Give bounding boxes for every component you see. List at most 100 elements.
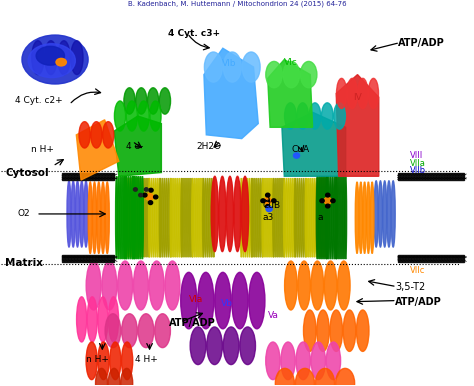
Ellipse shape	[181, 178, 182, 257]
Ellipse shape	[242, 52, 260, 82]
Ellipse shape	[121, 368, 133, 386]
Ellipse shape	[198, 272, 214, 329]
Ellipse shape	[264, 178, 266, 257]
Ellipse shape	[131, 178, 133, 257]
Ellipse shape	[248, 178, 250, 257]
Ellipse shape	[283, 61, 300, 88]
Ellipse shape	[275, 368, 294, 386]
Ellipse shape	[318, 178, 320, 257]
Ellipse shape	[133, 178, 135, 257]
Ellipse shape	[138, 176, 140, 259]
Ellipse shape	[77, 297, 87, 342]
Ellipse shape	[313, 178, 315, 257]
Ellipse shape	[249, 272, 265, 329]
Ellipse shape	[311, 261, 324, 310]
Ellipse shape	[96, 368, 108, 386]
Text: VIc: VIc	[284, 58, 298, 67]
Text: 4 Cyt. c2+: 4 Cyt. c2+	[15, 96, 63, 105]
Text: ATP/ADP: ATP/ADP	[395, 297, 442, 307]
Ellipse shape	[133, 261, 148, 310]
Text: IV: IV	[353, 93, 362, 102]
Ellipse shape	[185, 178, 187, 257]
Ellipse shape	[311, 342, 326, 380]
Ellipse shape	[67, 181, 71, 247]
Text: a: a	[318, 213, 323, 222]
Ellipse shape	[211, 178, 213, 257]
Ellipse shape	[268, 178, 270, 257]
Ellipse shape	[294, 178, 296, 257]
Ellipse shape	[71, 41, 83, 74]
Ellipse shape	[149, 261, 164, 310]
Ellipse shape	[324, 176, 326, 259]
Ellipse shape	[56, 58, 66, 66]
Ellipse shape	[194, 178, 196, 257]
Ellipse shape	[320, 199, 324, 203]
Text: B. Kadenbach, M. Huttemann / Mitochondrion 24 (2015) 64-76: B. Kadenbach, M. Huttemann / Mitochondri…	[128, 0, 346, 7]
Ellipse shape	[330, 176, 331, 259]
Text: VIb: VIb	[222, 59, 237, 68]
Ellipse shape	[309, 178, 311, 257]
Text: Cytosol: Cytosol	[5, 168, 49, 178]
Ellipse shape	[147, 88, 159, 114]
Ellipse shape	[102, 261, 117, 310]
Ellipse shape	[234, 176, 241, 252]
Text: VIIb: VIIb	[410, 166, 426, 175]
Ellipse shape	[240, 327, 255, 365]
Ellipse shape	[315, 178, 318, 257]
Ellipse shape	[176, 178, 178, 257]
Ellipse shape	[215, 272, 231, 329]
Ellipse shape	[109, 342, 121, 380]
Ellipse shape	[129, 178, 131, 257]
Ellipse shape	[145, 188, 148, 191]
Ellipse shape	[219, 176, 226, 252]
Ellipse shape	[337, 78, 346, 108]
Ellipse shape	[279, 178, 281, 257]
Ellipse shape	[343, 176, 345, 259]
Text: Matrix: Matrix	[5, 258, 44, 268]
Ellipse shape	[153, 178, 155, 257]
Ellipse shape	[138, 178, 140, 257]
Ellipse shape	[317, 310, 329, 351]
Ellipse shape	[124, 88, 135, 114]
Ellipse shape	[311, 178, 313, 257]
Ellipse shape	[80, 181, 84, 247]
Ellipse shape	[170, 178, 172, 257]
Ellipse shape	[331, 199, 335, 203]
Ellipse shape	[128, 176, 129, 259]
FancyBboxPatch shape	[62, 173, 114, 180]
Ellipse shape	[132, 176, 134, 259]
Ellipse shape	[109, 297, 118, 342]
Ellipse shape	[297, 103, 309, 129]
Ellipse shape	[292, 178, 294, 257]
Ellipse shape	[174, 178, 176, 257]
Text: 3,5-T2: 3,5-T2	[395, 282, 426, 292]
Text: Vb: Vb	[220, 299, 232, 308]
Ellipse shape	[253, 178, 255, 257]
Ellipse shape	[303, 310, 316, 351]
Ellipse shape	[181, 178, 183, 257]
Ellipse shape	[134, 188, 137, 191]
Ellipse shape	[283, 178, 285, 257]
Ellipse shape	[240, 178, 242, 257]
Ellipse shape	[296, 178, 298, 257]
Ellipse shape	[207, 178, 209, 257]
Ellipse shape	[317, 176, 318, 259]
Ellipse shape	[326, 342, 341, 380]
Ellipse shape	[265, 193, 270, 197]
Ellipse shape	[309, 103, 321, 129]
Ellipse shape	[146, 194, 154, 200]
Ellipse shape	[305, 178, 307, 257]
Ellipse shape	[335, 176, 337, 259]
Ellipse shape	[154, 195, 158, 199]
Ellipse shape	[335, 176, 337, 259]
Ellipse shape	[118, 261, 133, 310]
Text: O2: O2	[17, 210, 30, 218]
Ellipse shape	[211, 176, 219, 252]
Ellipse shape	[391, 181, 395, 247]
Polygon shape	[114, 116, 161, 176]
Ellipse shape	[324, 261, 337, 310]
Ellipse shape	[261, 178, 264, 257]
Ellipse shape	[187, 178, 189, 257]
Ellipse shape	[142, 178, 144, 257]
Ellipse shape	[198, 178, 200, 257]
